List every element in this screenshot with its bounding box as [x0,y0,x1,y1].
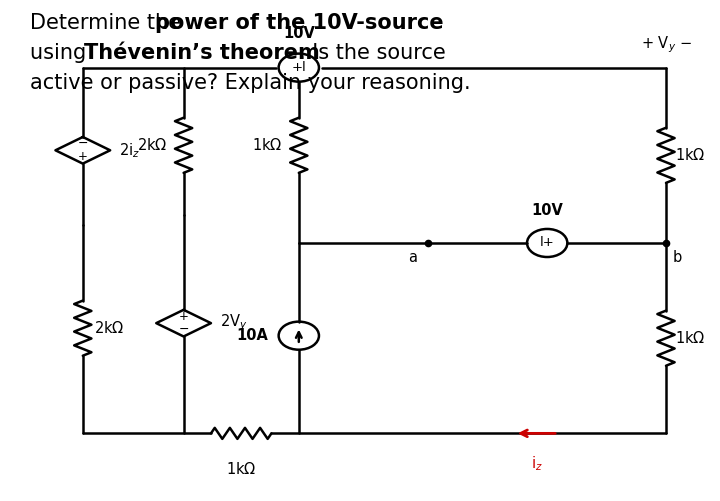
Text: 2k$\Omega$: 2k$\Omega$ [137,137,167,153]
Text: + V$_y$ $-$: + V$_y$ $-$ [641,35,691,55]
Text: 2k$\Omega$: 2k$\Omega$ [94,320,125,336]
Text: Determine the: Determine the [30,13,188,33]
Text: a: a [408,250,417,266]
Text: −: − [179,323,189,336]
Text: 1k$\Omega$: 1k$\Omega$ [675,330,706,346]
Text: 10A: 10A [236,328,268,343]
Text: using: using [30,43,93,63]
Text: b: b [672,250,681,266]
Text: +: + [78,150,88,163]
Text: i$_z$: i$_z$ [531,454,542,473]
Text: 1k$\Omega$: 1k$\Omega$ [226,461,256,477]
Text: 10V: 10V [283,26,315,41]
Text: +l: +l [292,61,306,74]
Text: 10V: 10V [531,203,563,218]
Text: 2V$_y$: 2V$_y$ [220,313,247,334]
Text: 2i$_z$: 2i$_z$ [119,141,140,160]
Text: active or passive? Explain your reasoning.: active or passive? Explain your reasonin… [30,73,471,93]
Text: l+: l+ [540,236,554,249]
Text: 1k$\Omega$: 1k$\Omega$ [675,147,706,163]
Text: −: − [78,137,88,150]
Text: +: + [179,310,189,323]
Text: Thévenin’s theorem: Thévenin’s theorem [84,43,320,63]
Text: . Is the source: . Is the source [299,43,446,63]
Text: power of the 10V-source: power of the 10V-source [155,13,444,33]
Text: 1k$\Omega$: 1k$\Omega$ [252,137,282,153]
